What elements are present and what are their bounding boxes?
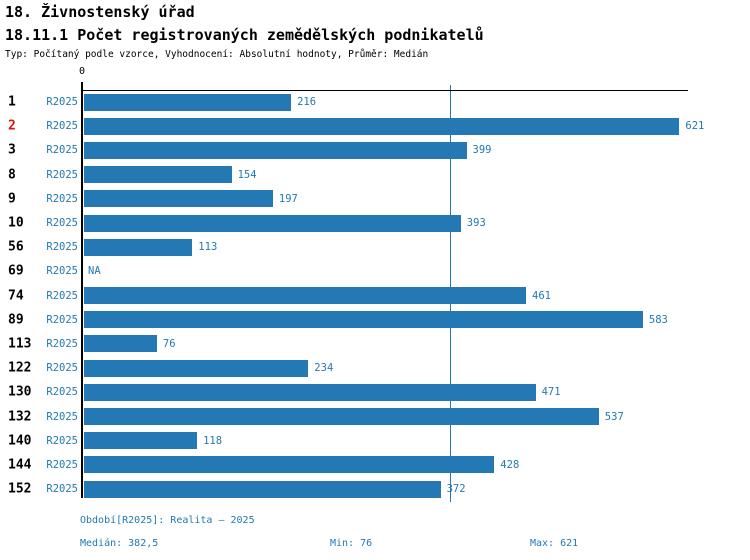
chart-row: 113 R2025 76 [0,332,750,356]
row-bar [84,408,599,426]
row-series-label: R2025 [46,265,78,278]
row-series-label: R2025 [46,217,78,230]
row-bar [84,190,273,208]
row-value-label: 461 [532,289,551,302]
row-series-label: R2025 [46,483,78,496]
y-axis-line [81,82,83,498]
chart-row: 130 R2025 471 [0,380,750,404]
row-category-label: 144 [8,457,32,473]
row-series-label: R2025 [46,410,78,423]
chart-row: 56 R2025 113 [0,235,750,259]
chart-row: 1 R2025 216 [0,90,750,114]
row-series-label: R2025 [46,337,78,350]
row-value-label: 428 [500,458,520,471]
row-value-label: 372 [446,483,466,496]
row-series-label: R2025 [46,144,78,157]
row-value-label: 154 [237,168,257,181]
chart-row: 2 R2025 621 [0,114,750,138]
row-bar [84,238,193,256]
chart-row: 122 R2025 234 [0,356,750,380]
row-series-label: R2025 [46,96,78,109]
chart-row: 9 R2025 197 [0,187,750,211]
row-bar [84,359,309,377]
row-series-label: R2025 [46,313,78,326]
row-series-label: R2025 [46,458,78,471]
row-bar [84,141,467,159]
row-series-label: R2025 [46,120,78,133]
row-series-label: R2025 [46,192,78,205]
row-category-label: 8 [8,167,16,183]
row-category-label: 56 [8,239,24,255]
row-value-label: 197 [278,192,298,205]
chart-row: 140 R2025 118 [0,429,750,453]
row-value-label: NA [88,265,101,278]
row-category-label: 140 [8,433,32,449]
row-series-label: R2025 [46,168,78,181]
row-bar [84,287,526,305]
row-series-label: R2025 [46,241,78,254]
footer-max: Max: 621 [530,538,579,549]
chart-title: 18.11.1 Počet registrovaných zemědělskýc… [5,26,484,44]
row-series-label: R2025 [46,434,78,447]
row-bar [84,166,232,184]
row-bar [84,214,461,232]
row-category-label: 69 [8,263,24,279]
row-bar [84,93,292,111]
row-category-label: 9 [8,191,16,207]
x-axis-origin-label: 0 [78,66,86,77]
chart-row: 144 R2025 428 [0,453,750,477]
footer-min: Min: 76 [330,538,373,549]
row-bar [84,117,680,135]
row-category-label: 1 [8,94,16,110]
row-series-label: R2025 [46,289,78,302]
row-value-label: 216 [297,96,317,109]
row-value-label: 393 [466,217,486,230]
row-category-label: 113 [8,336,32,352]
chart-row: 74 R2025 461 [0,284,750,308]
row-category-label: 10 [8,215,24,231]
row-category-label: 89 [8,312,24,328]
row-value-label: 621 [685,120,705,133]
row-category-label: 3 [8,142,16,158]
chart-rows: 1 R2025 216 2 R2025 621 3 R2025 399 8 R2… [0,90,750,501]
row-series-label: R2025 [46,386,78,399]
chart-row: 69 R2025 NA [0,259,750,283]
footer-period: Období[R2025]: Realita – 2025 [80,515,255,526]
row-value-label: 399 [472,144,492,157]
row-category-label: 74 [8,288,24,304]
chart-row: 8 R2025 154 [0,163,750,187]
row-value-label: 113 [198,241,218,254]
footer-median: Medián: 382,5 [80,538,159,549]
chart-row: 132 R2025 537 [0,404,750,428]
row-series-label: R2025 [46,362,78,375]
row-bar [84,480,441,498]
row-value-label: 118 [203,434,223,447]
row-value-label: 537 [604,410,624,423]
row-category-label: 122 [8,360,32,376]
row-value-label: 583 [648,313,668,326]
row-bar [84,335,157,353]
chart-row: 10 R2025 393 [0,211,750,235]
chart-meta: Typ: Počítaný podle vzorce, Vyhodnocení:… [5,49,429,60]
row-category-label: 152 [8,481,32,497]
chart-row: 3 R2025 399 [0,138,750,162]
row-category-label: 130 [8,384,32,400]
chart-row: 152 R2025 372 [0,477,750,501]
row-bar [84,432,198,450]
report-section-title: 18. Živnostenský úřad [5,3,195,21]
chart-row: 89 R2025 583 [0,308,750,332]
row-value-label: 234 [314,362,334,375]
row-value-label: 471 [541,386,561,399]
x-axis-line [82,90,688,91]
row-bar [84,311,643,329]
row-bar [84,456,495,474]
row-bar [84,383,536,401]
row-value-label: 76 [162,337,176,350]
row-category-label: 2 [8,118,16,134]
row-category-label: 132 [8,409,32,425]
